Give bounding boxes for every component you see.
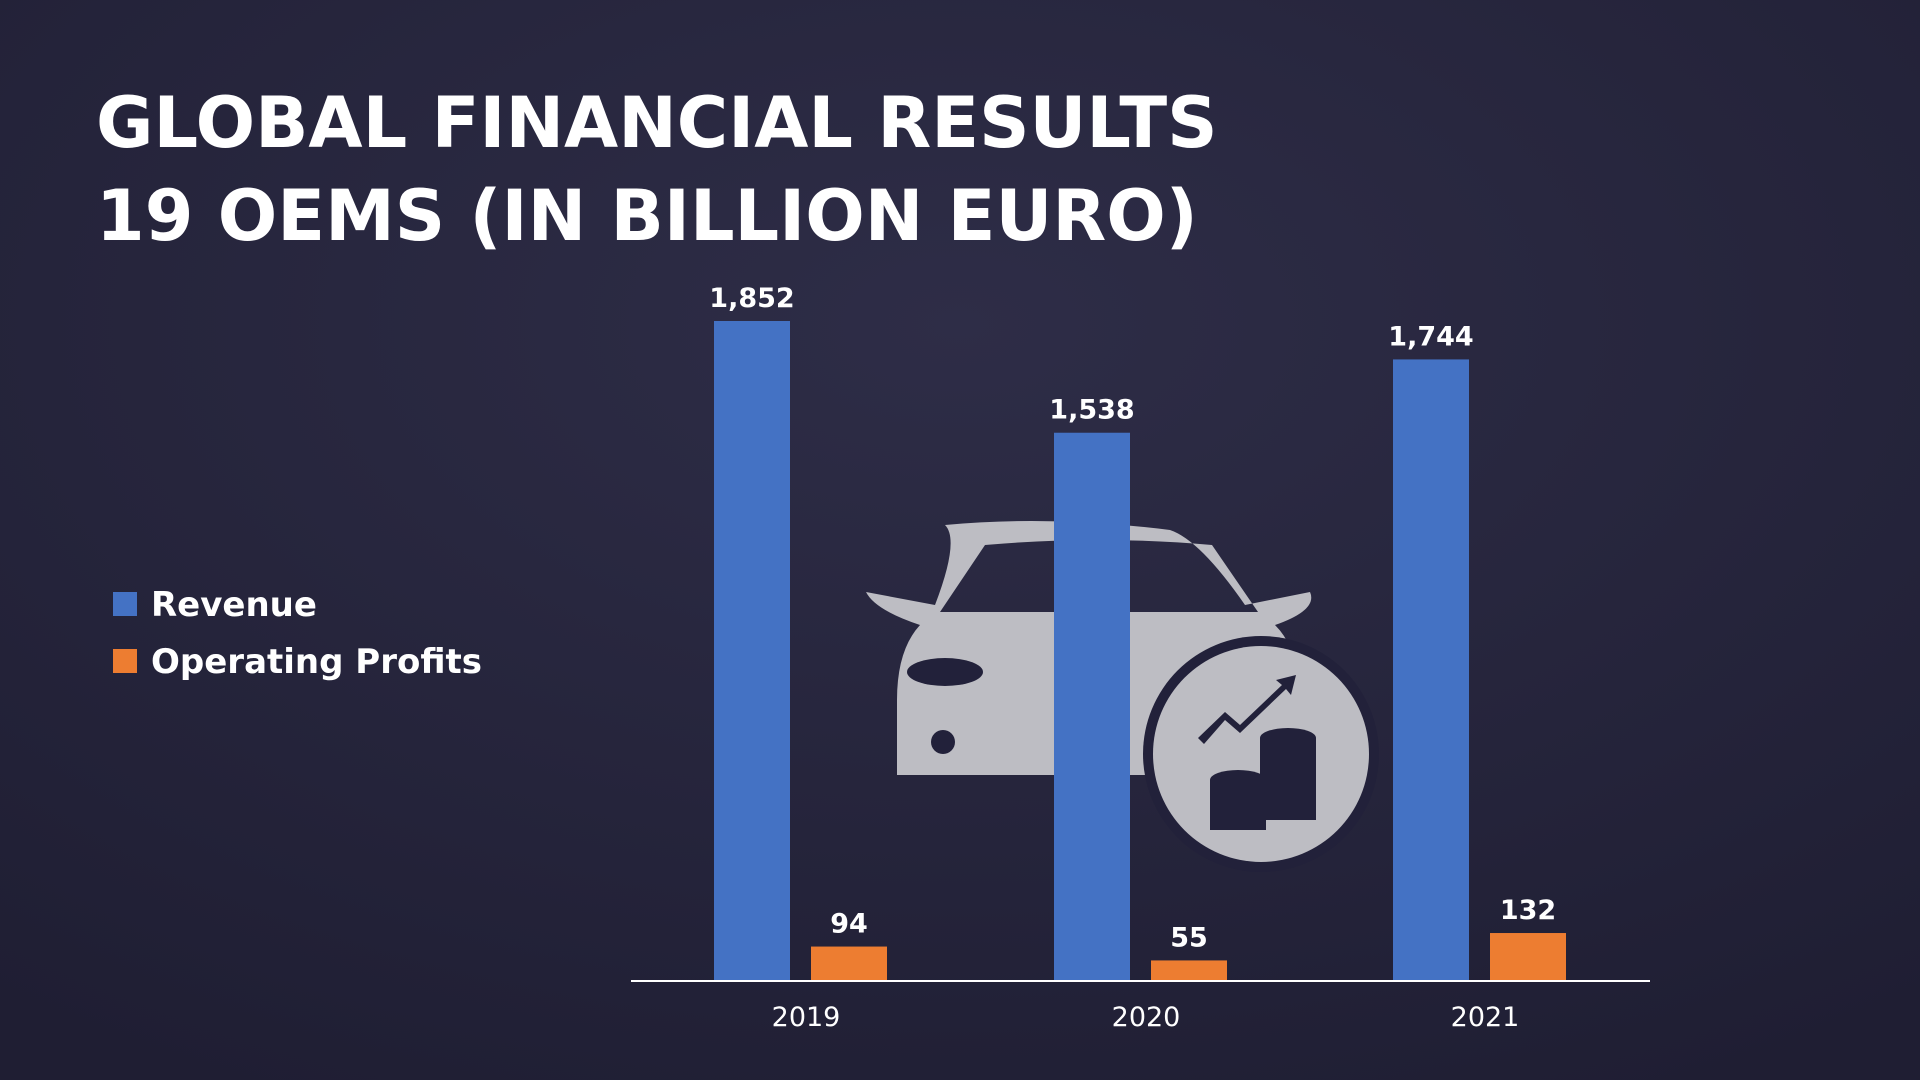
bar [1490, 933, 1566, 980]
x-tick-label: 2021 [1451, 1002, 1520, 1033]
x-tick-label: 2020 [1112, 1002, 1181, 1033]
value-label: 1,744 [1388, 321, 1473, 352]
bar [1054, 432, 1130, 981]
value-label: 55 [1170, 922, 1208, 953]
bar [1151, 960, 1227, 980]
bar [714, 321, 790, 980]
legend-label: Revenue [151, 585, 317, 625]
legend-swatch [113, 592, 137, 616]
value-label: 1,538 [1049, 395, 1134, 426]
value-label: 132 [1500, 895, 1556, 926]
legend-label: Operating Profits [151, 642, 482, 682]
chart-subtitle: 19 OEMS (IN BILLION EURO) [96, 175, 1198, 257]
legend-swatch [113, 649, 137, 673]
value-label: 1,852 [709, 283, 794, 314]
bar [1393, 359, 1469, 980]
chart-title: GLOBAL FINANCIAL RESULTS [96, 82, 1218, 164]
value-label: 94 [830, 909, 868, 940]
bar [811, 946, 887, 980]
x-tick-label: 2019 [772, 1002, 841, 1033]
